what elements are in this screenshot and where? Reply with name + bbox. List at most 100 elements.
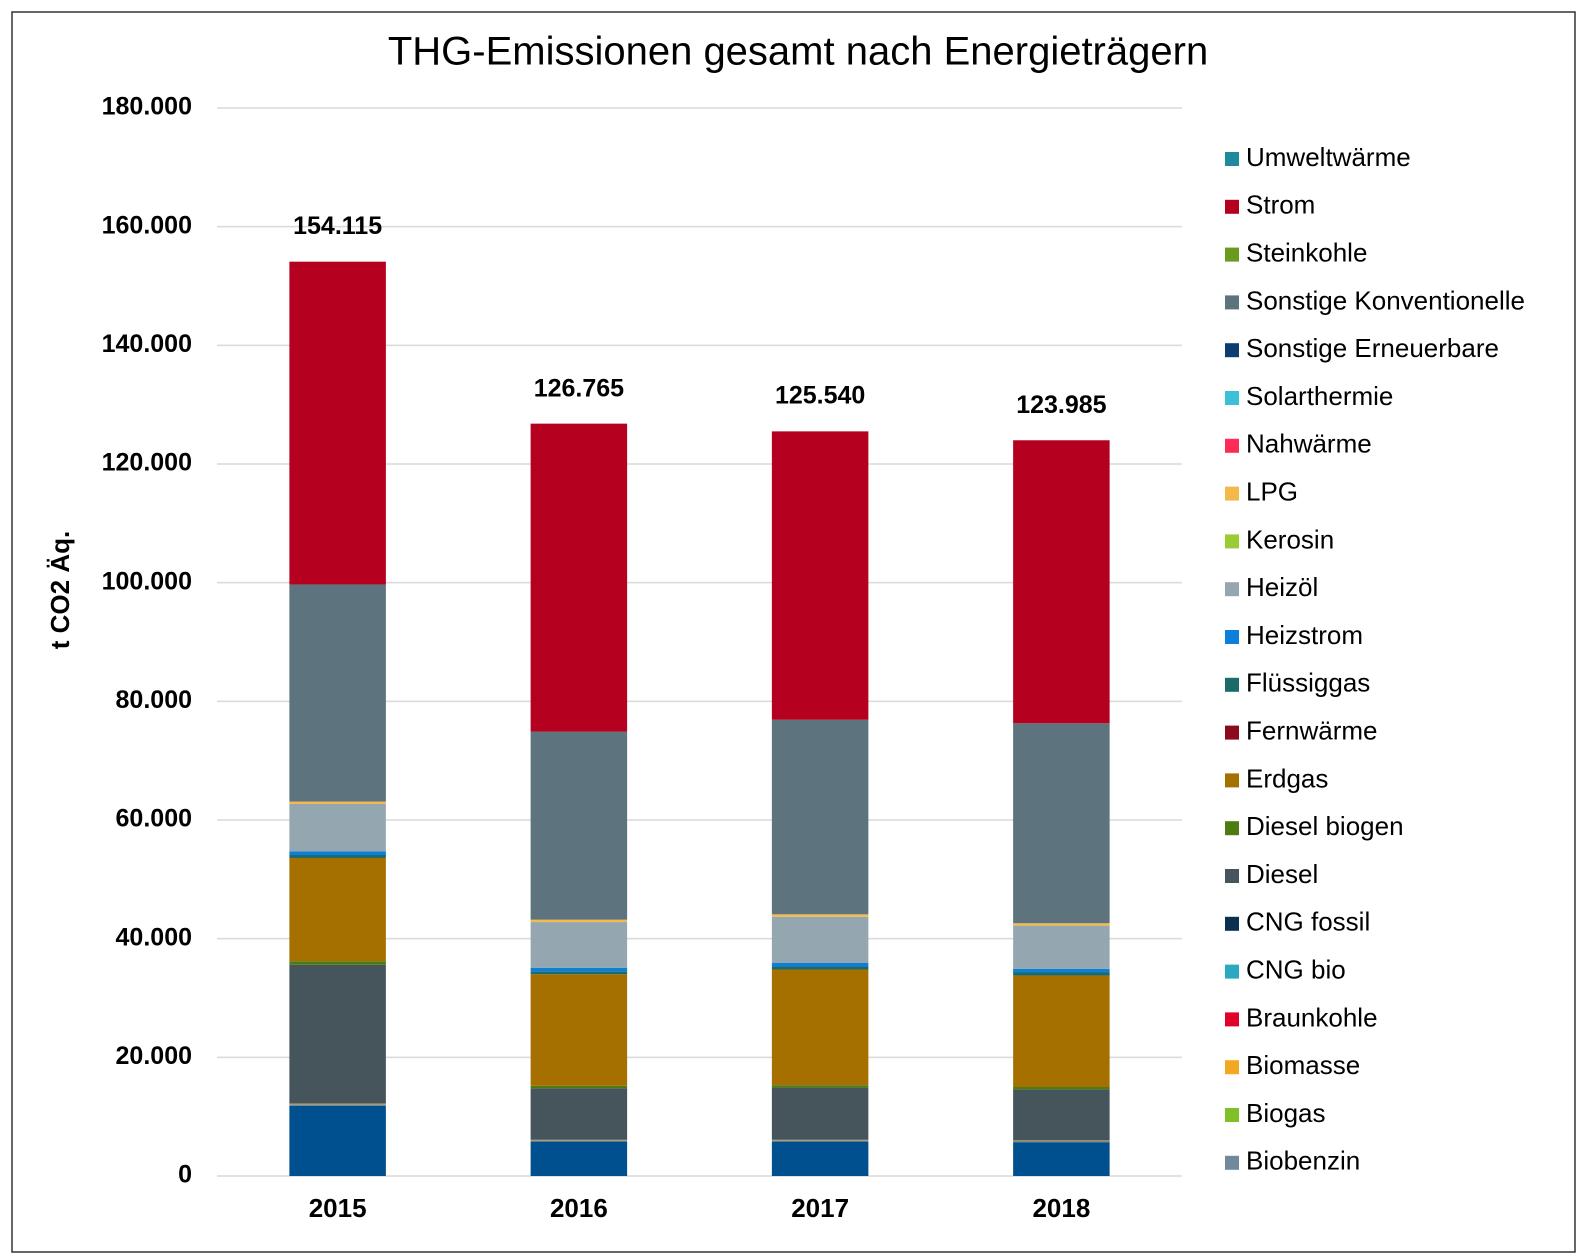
bar-segment [289, 261, 386, 585]
bar-segment [1013, 1089, 1110, 1141]
y-tick-label: 60.000 [116, 805, 192, 833]
bar-segment [530, 731, 628, 920]
legend-label: Erdgas [1246, 763, 1328, 793]
x-tick-label: 2017 [791, 1193, 849, 1223]
bar-segment [1013, 1142, 1110, 1176]
y-tick-label: 100.000 [102, 567, 192, 595]
bar-segment [1013, 923, 1110, 926]
bar-segment [530, 971, 628, 975]
legend-label: CNG bio [1246, 954, 1346, 984]
bar-segment [530, 1139, 628, 1141]
bar-segment [771, 1140, 869, 1142]
legend-swatch [1225, 247, 1239, 262]
bar-segment [771, 914, 869, 917]
y-tick-label: 20.000 [116, 1042, 192, 1070]
legend-swatch [1225, 1012, 1239, 1027]
chart-title: THG-Emissionen gesamt nach Energieträger… [388, 30, 1208, 74]
bar-segment [771, 1139, 869, 1141]
bar-segment [1013, 1140, 1110, 1143]
x-tick-label: 2018 [1032, 1193, 1090, 1223]
bar-segment [530, 423, 628, 732]
bar-segment [771, 1141, 869, 1176]
bar-segment [289, 961, 386, 965]
bar-segment [530, 974, 628, 1086]
legend-label: Kerosin [1246, 524, 1334, 554]
legend-label: Sonstige Konventionelle [1246, 285, 1525, 315]
legend-swatch [1225, 725, 1239, 740]
legend-label: CNG fossil [1246, 907, 1370, 937]
legend-swatch [1225, 438, 1239, 453]
legend-swatch [1225, 677, 1239, 692]
bar-segment [289, 1104, 386, 1106]
legend-label: Fernwärme [1246, 715, 1377, 745]
y-tick-label: 0 [178, 1161, 192, 1189]
legend-label: Steinkohle [1246, 237, 1367, 267]
bar-segment [771, 1087, 869, 1140]
y-tick-label: 140.000 [102, 330, 192, 358]
legend-label: Umweltwärme [1246, 142, 1411, 172]
y-tick-label: 40.000 [116, 923, 192, 951]
bar-segment [1013, 723, 1110, 924]
legend-label: Braunkohle [1246, 1002, 1378, 1032]
bar-segment [289, 857, 386, 962]
legend-label: Heizstrom [1246, 620, 1363, 650]
legend-swatch [1225, 821, 1239, 836]
legend-swatch [1225, 534, 1239, 549]
legend-swatch [1225, 869, 1239, 883]
legend-label: Biogas [1246, 1098, 1326, 1128]
bar-segment [289, 584, 386, 802]
bar-segment [530, 967, 628, 972]
bar-segment [530, 1088, 628, 1140]
bar-segment [289, 801, 386, 804]
bar-segment [530, 1141, 628, 1176]
legend-label: Flüssiggas [1246, 668, 1370, 698]
bar-segment [289, 803, 386, 852]
legend-swatch [1225, 773, 1239, 788]
bar-segment [289, 1105, 386, 1176]
legend-swatch [1225, 1155, 1239, 1170]
bar-segment [771, 916, 869, 963]
y-tick-label: 160.000 [102, 211, 192, 239]
x-tick-label: 2016 [550, 1193, 608, 1223]
bar-segment [530, 1085, 628, 1089]
bar-segment [1013, 975, 1110, 1087]
bar-segment [530, 919, 628, 923]
legend-swatch [1225, 964, 1239, 979]
total-label: 125.540 [775, 382, 865, 410]
bar-segment [289, 1103, 386, 1105]
legend-label: Solarthermie [1246, 381, 1393, 411]
y-tick-label: 80.000 [116, 686, 192, 714]
bar-segment [771, 962, 869, 967]
legend-swatch [1225, 343, 1239, 358]
legend-swatch [1225, 630, 1239, 644]
bar-segment [771, 431, 869, 720]
legend-swatch [1225, 295, 1239, 310]
legend-swatch [1225, 199, 1239, 214]
legend-swatch [1225, 582, 1239, 597]
legend-swatch [1225, 1108, 1239, 1122]
legend-swatch [1225, 486, 1239, 501]
bar-segment [1013, 968, 1110, 973]
bar-segment [530, 922, 628, 968]
total-label: 123.985 [1016, 391, 1106, 419]
bar-segment [530, 1140, 628, 1142]
legend-label: Biomasse [1246, 1050, 1360, 1080]
legend-swatch [1225, 916, 1239, 931]
legend-label: Heizöl [1246, 572, 1318, 602]
bar-segment [289, 851, 386, 856]
bar-segment [771, 966, 869, 970]
legend-label: LPG [1246, 476, 1298, 506]
y-tick-label: 180.000 [102, 93, 192, 121]
x-tick-label: 2015 [309, 1193, 367, 1223]
legend-swatch [1225, 152, 1239, 166]
bar-segment [1013, 925, 1110, 969]
total-label: 126.765 [534, 374, 624, 402]
bar-segment [771, 969, 869, 1086]
y-axis-title: t CO2 Äq. [45, 531, 75, 649]
legend-label: Strom [1246, 190, 1315, 220]
bar-segment [289, 964, 386, 1104]
total-label: 154.115 [293, 212, 382, 240]
bar-segment [1013, 972, 1110, 976]
